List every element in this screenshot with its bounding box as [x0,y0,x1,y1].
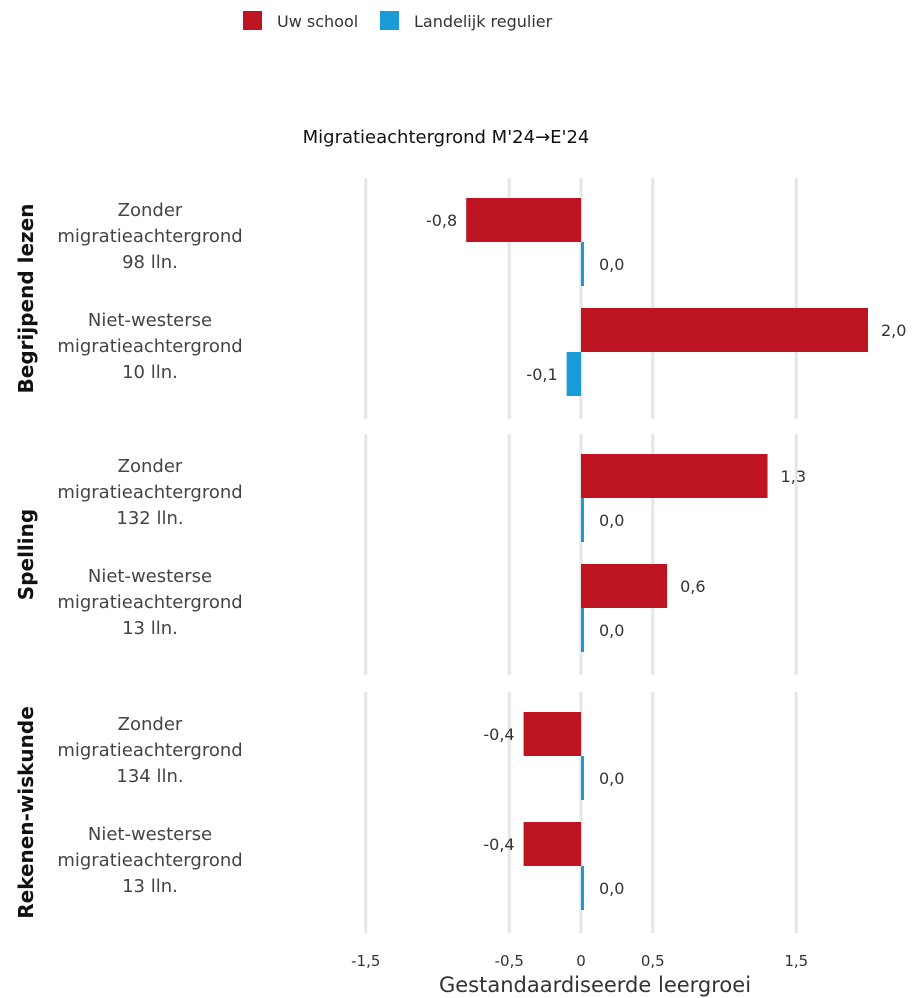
x-tick-label-1: -0,5 [495,952,524,970]
bar-uw-school-1-0 [581,454,768,498]
x-tick-label-3: 0,5 [641,952,665,970]
bar-landelijk-2-0 [581,756,584,800]
category-label-line: Niet-westerse [88,310,212,331]
gridlines [364,178,798,933]
category-label-line: 13 lln. [122,618,178,639]
value-label-uw-school-2-0: -0,4 [483,725,514,744]
category-label-0-0: Zonder migratieachtergrond 98 lln. [57,200,242,273]
category-label-line: Zonder [118,200,183,221]
category-label-2-1: Niet-westerse migratieachtergrond 13 lln. [57,824,242,897]
category-label-line: 98 lln. [122,252,178,273]
x-tick-label-2: 0 [576,952,586,970]
bar-landelijk-2-1 [581,866,584,910]
x-tick-label-0: -1,5 [351,952,380,970]
category-label-line: migratieachtergrond [57,850,242,871]
value-label-landelijk-1-1: 0,0 [599,621,624,640]
category-label-line: migratieachtergrond [57,336,242,357]
bar-uw-school-0-1 [581,308,868,352]
category-label-line: Zonder [118,456,183,477]
value-label-uw-school-0-0: -0,8 [426,211,457,230]
category-label-line: Niet-westerse [88,824,212,845]
category-label-1-1: Niet-westerse migratieachtergrond 13 lln. [57,566,242,639]
value-label-landelijk-2-0: 0,0 [599,769,624,788]
category-label-line: 13 lln. [122,876,178,897]
bar-landelijk-1-1 [581,608,584,652]
value-label-uw-school-0-1: 2,0 [881,321,906,340]
value-label-uw-school-1-1: 0,6 [680,577,705,596]
facet-label-2: Rekenen-wiskunde [14,706,38,919]
facets: Begrijpend lezen Zonder migratieachtergron… [14,198,906,919]
value-label-landelijk-2-1: 0,0 [599,879,624,898]
x-axis: -1,5 -0,5 0 0,5 1,5 [351,952,808,970]
value-label-uw-school-2-1: -0,4 [483,835,514,854]
facet-label-1: Spelling [14,509,38,600]
legend-swatch-0 [243,11,262,30]
category-label-line: Niet-westerse [88,566,212,587]
category-label-line: Zonder [118,714,183,735]
legend-label-1: Landelijk regulier [414,12,553,31]
bar-uw-school-0-0 [466,198,581,242]
legend-swatch-1 [380,11,399,30]
x-tick-label-4: 1,5 [784,952,808,970]
category-label-line: 132 lln. [116,508,183,529]
value-label-landelijk-0-0: 0,0 [599,255,624,274]
legend-label-0: Uw school [277,12,358,31]
value-label-uw-school-1-0: 1,3 [781,467,806,486]
bar-landelijk-1-0 [581,498,584,542]
bar-uw-school-2-0 [523,712,581,756]
bar-landelijk-0-1 [566,352,581,396]
category-label-line: 134 lln. [116,766,183,787]
legend: Uw school Landelijk regulier [243,11,553,31]
bar-uw-school-2-1 [523,822,581,866]
category-label-line: migratieachtergrond [57,482,242,503]
bar-uw-school-1-1 [581,564,668,608]
category-label-line: migratieachtergrond [57,740,242,761]
category-label-2-0: Zonder migratieachtergrond 134 lln. [57,714,242,787]
category-label-line: migratieachtergrond [57,226,242,247]
value-label-landelijk-1-0: 0,0 [599,511,624,530]
bar-landelijk-0-0 [581,242,584,286]
category-label-line: 10 lln. [122,362,178,383]
x-axis-title: Gestandaardiseerde leergroei [439,973,751,997]
chart-subtitle: Migratieachtergrond M'24→E'24 [303,127,590,148]
value-label-landelijk-0-1: -0,1 [526,365,557,384]
category-label-line: migratieachtergrond [57,592,242,613]
category-label-1-0: Zonder migratieachtergrond 132 lln. [57,456,242,529]
category-label-0-1: Niet-westerse migratieachtergrond 10 lln. [57,310,242,383]
facet-label-0: Begrijpend lezen [14,204,38,394]
